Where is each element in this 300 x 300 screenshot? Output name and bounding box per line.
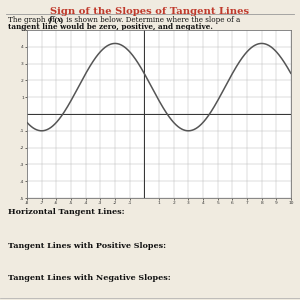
Text: Horizontal Tangent Lines:: Horizontal Tangent Lines: <box>8 208 124 217</box>
Text: is shown below. Determine where the slope of a: is shown below. Determine where the slop… <box>64 16 240 25</box>
Text: ): ) <box>60 16 64 25</box>
Text: f: f <box>49 16 52 25</box>
Text: Tangent Lines with Negative Slopes:: Tangent Lines with Negative Slopes: <box>8 274 170 282</box>
Text: Sign of the Slopes of Tangent Lines: Sign of the Slopes of Tangent Lines <box>50 7 250 16</box>
Text: x: x <box>56 16 61 25</box>
Text: (: ( <box>53 16 56 25</box>
Text: Tangent Lines with Positive Slopes:: Tangent Lines with Positive Slopes: <box>8 242 166 250</box>
Text: The graph of: The graph of <box>8 16 56 25</box>
Text: tangent line would be zero, positive, and negative.: tangent line would be zero, positive, an… <box>8 23 212 31</box>
